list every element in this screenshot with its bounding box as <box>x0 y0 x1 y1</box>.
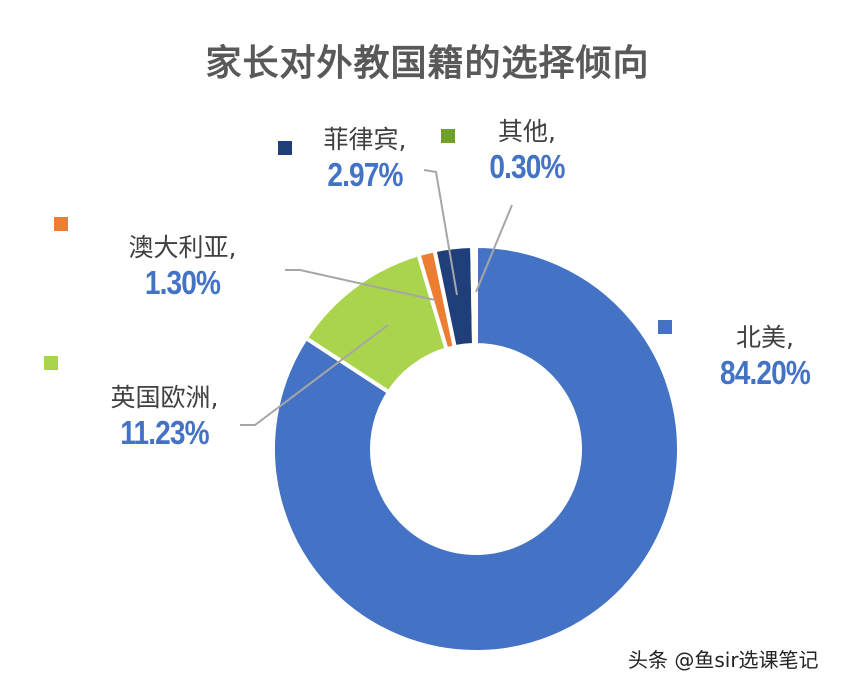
label-australia: 澳大利亚, 1.30% <box>100 232 265 302</box>
label-name: 菲律宾, <box>323 125 407 154</box>
label-name: 英国欧洲, <box>110 383 219 412</box>
swatch-philippines <box>278 141 292 155</box>
label-percent: 1.30% <box>144 264 221 301</box>
label-percent: 84.20% <box>719 354 811 391</box>
label-name: 北美, <box>736 323 794 352</box>
label-percent: 2.97% <box>327 156 403 193</box>
swatch-australia <box>54 217 68 231</box>
leader-line-uk-europe <box>240 324 389 426</box>
leader-line-australia <box>285 269 436 301</box>
slice-north-america <box>271 243 681 654</box>
donut-slices <box>271 243 681 654</box>
swatch-north-america <box>658 320 672 334</box>
chart-title: 家长对外教国籍的选择倾向 <box>205 43 650 84</box>
swatch-uk-europe <box>44 356 58 370</box>
label-uk-europe: 英国欧洲, 11.23% <box>82 382 247 452</box>
leader-line-philippines <box>423 169 458 296</box>
leader-lines <box>240 169 513 426</box>
label-other: 其他, 0.30% <box>462 116 592 186</box>
label-percent: 0.30% <box>489 148 565 185</box>
label-name: 澳大利亚, <box>128 233 237 262</box>
swatch-other <box>441 129 455 143</box>
watermark: 头条 @鱼sir选课笔记 <box>628 648 819 672</box>
label-percent: 11.23% <box>120 414 209 451</box>
label-name: 其他, <box>498 117 556 146</box>
leader-line-other <box>475 204 513 293</box>
label-philippines: 菲律宾, 2.97% <box>300 124 430 194</box>
label-north-america: 北美, 84.20% <box>690 322 840 392</box>
slice-other <box>470 243 478 348</box>
